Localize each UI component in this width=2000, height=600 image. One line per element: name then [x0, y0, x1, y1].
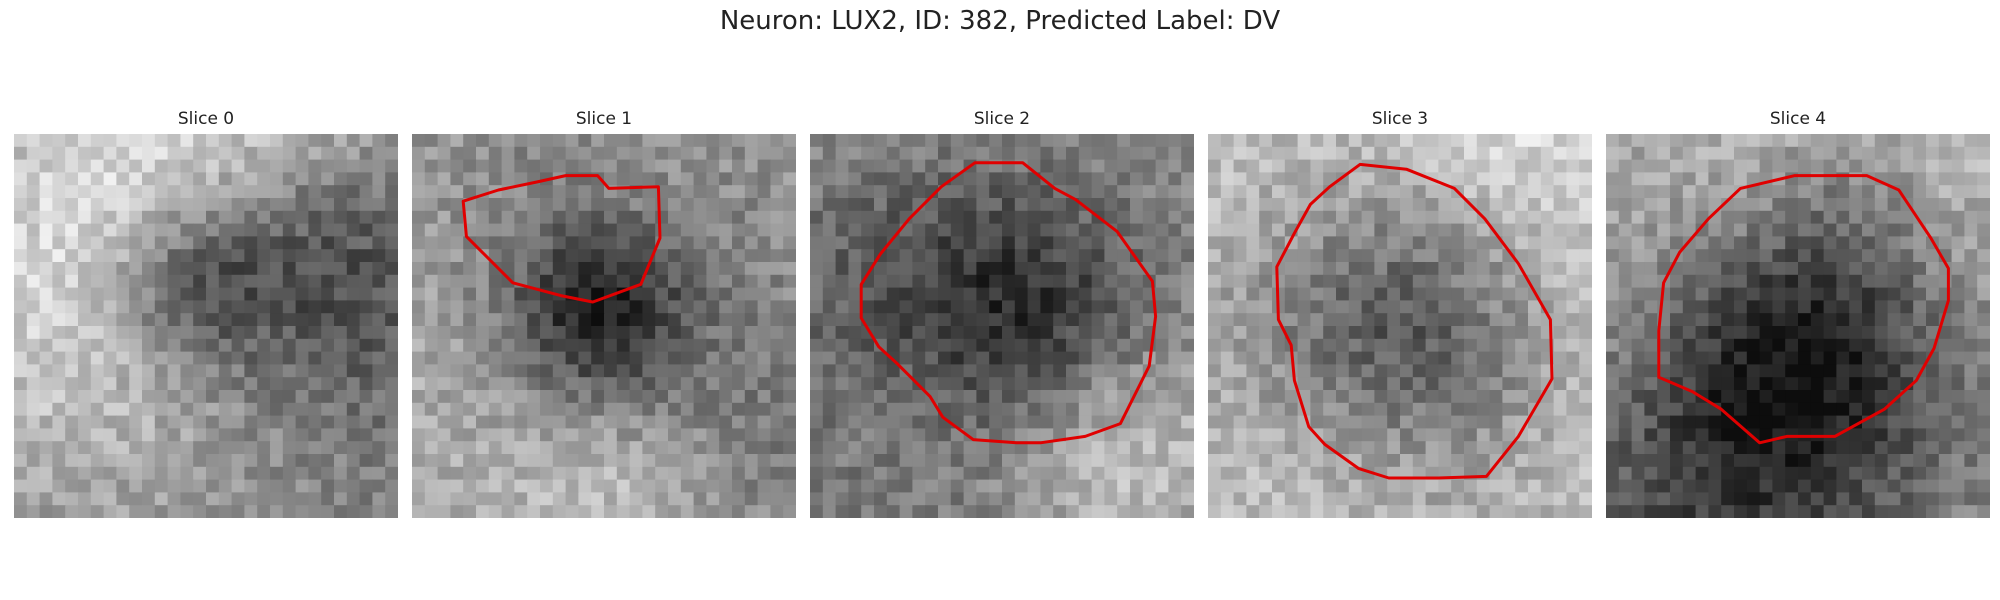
- slice-panel-1: Slice 1: [412, 108, 796, 518]
- slice-title: Slice 2: [973, 109, 1031, 129]
- slice-title: Slice 3: [1371, 109, 1429, 129]
- pixel-grid: [14, 134, 398, 518]
- pixel-grid: [1208, 134, 1592, 518]
- slice-image: [810, 134, 1194, 518]
- slice-image: [14, 134, 398, 518]
- slice-panel-3: Slice 3: [1208, 108, 1592, 518]
- pixel-grid: [412, 134, 796, 518]
- slice-image: [1208, 134, 1592, 518]
- slice-image: [412, 134, 796, 518]
- pixel-grid: [1606, 134, 1990, 518]
- slice-panel-2: Slice 2: [810, 108, 1194, 518]
- slice-title: Slice 0: [177, 109, 235, 129]
- slice-panel-4: Slice 4: [1606, 108, 1990, 518]
- slice-image: [1606, 134, 1990, 518]
- pixel-grid: [810, 134, 1194, 518]
- figure-title: Neuron: LUX2, ID: 382, Predicted Label: …: [719, 6, 1281, 36]
- segmentation-contour: [461, 174, 662, 304]
- segmentation-contour: [1657, 174, 1950, 445]
- slice-title: Slice 1: [575, 109, 633, 129]
- segmentation-contour: [859, 161, 1158, 445]
- segmentation-contour: [1275, 162, 1554, 480]
- slice-panel-0: Slice 0: [14, 108, 398, 518]
- slice-title: Slice 4: [1769, 109, 1827, 129]
